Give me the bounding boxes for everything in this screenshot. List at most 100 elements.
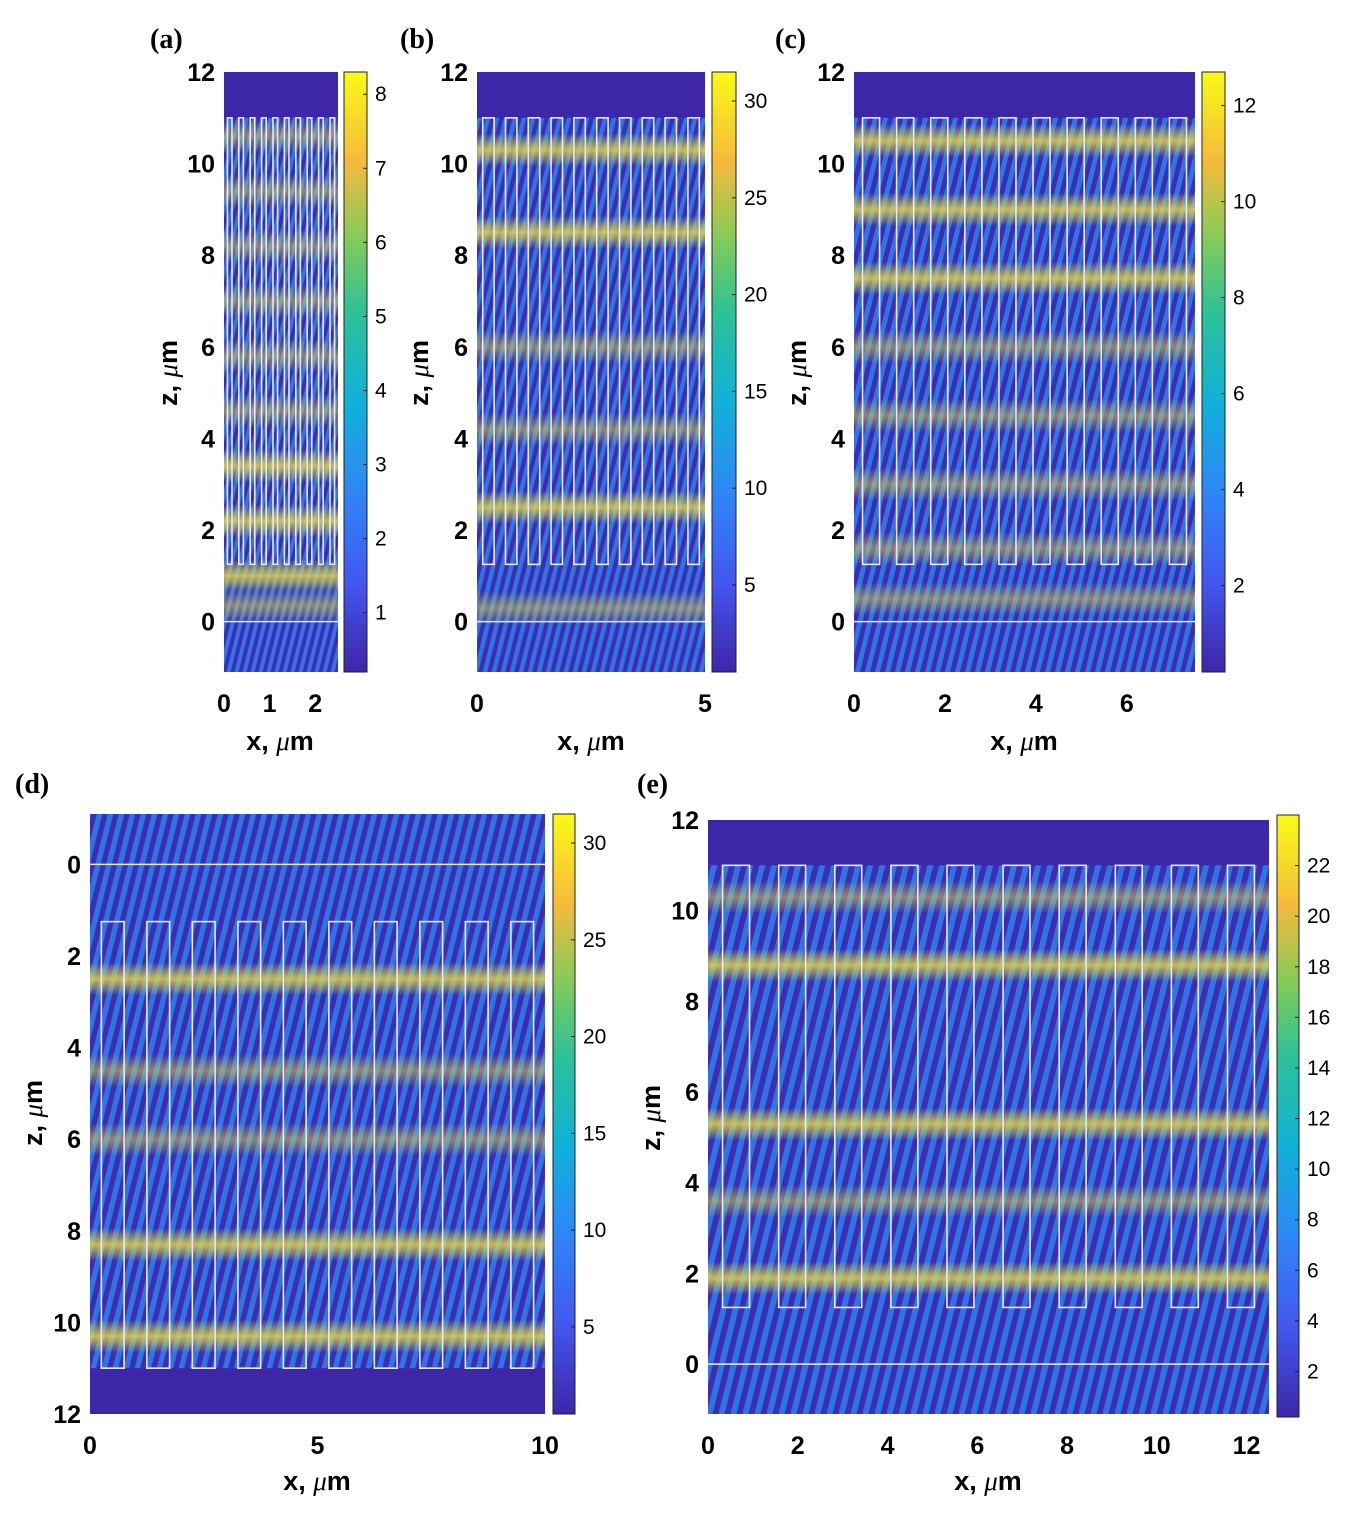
y-tick-label: 6 (67, 1126, 81, 1154)
field-band (708, 1184, 1269, 1218)
panel-e-heatmap (708, 820, 1269, 1414)
y-tick-label: 2 (685, 1260, 699, 1288)
y-tick-label: 2 (831, 517, 845, 545)
y-tick-label: 2 (67, 943, 81, 971)
y-tick-label: 6 (454, 334, 468, 362)
y-tick-label: 8 (201, 242, 215, 270)
colorbar-tick-label: 22 (1307, 855, 1330, 878)
x-tick-label: 2 (938, 690, 952, 718)
y-tick-label: 8 (454, 242, 468, 270)
panel-a-label: (a) (150, 24, 183, 55)
grating-ridge (641, 117, 655, 566)
colorbar-tick-label: 6 (1233, 383, 1245, 406)
x-tick-label: 10 (531, 1432, 559, 1460)
grating-ridge (664, 117, 678, 566)
x-tick-label: 0 (701, 1432, 715, 1460)
grating-ridge (100, 920, 125, 1369)
field-pattern (90, 814, 545, 1369)
panel-c-yticks: 0 2 4 6 8 10 12 (817, 59, 845, 637)
x-tick-label: 5 (698, 690, 712, 718)
field-band (90, 962, 545, 996)
field-band (90, 1228, 545, 1262)
panel-e-label: (e) (637, 769, 668, 800)
grating-ridge (464, 920, 489, 1369)
field-band (477, 215, 705, 249)
y-tick-label: 0 (831, 609, 845, 637)
x-tick-label: 12 (1233, 1432, 1261, 1460)
field-band (90, 1053, 545, 1087)
panel-d-xlabel: x, μm (283, 1466, 351, 1496)
x-tick-label: 6 (1120, 690, 1134, 718)
grating-ridge (295, 117, 302, 566)
panel-e: (e) 0 2 4 6 8 10 12 0 2 4 6 8 10 12 2 4 6 8 10 12 14 16 18 20… (636, 769, 1331, 1496)
field-band (477, 490, 705, 524)
field-band (477, 133, 705, 167)
colorbar-tick-label: 2 (1307, 1360, 1319, 1383)
panel-d-ylabel: z, μm (18, 1080, 48, 1146)
colorbar-tick-label: 25 (744, 187, 767, 210)
y-tick-label: 6 (685, 1079, 699, 1107)
grating-ridge (237, 920, 262, 1369)
colorbar-tick-label: 12 (1307, 1108, 1330, 1131)
grating-ridge (481, 117, 495, 566)
grating-ridge (1134, 117, 1154, 566)
grating-ridge (146, 920, 171, 1369)
grating-ridge (1058, 864, 1087, 1309)
y-tick-label: 6 (201, 334, 215, 362)
grating-ridge (283, 117, 290, 566)
colorbar-tick-label: 2 (1233, 575, 1245, 598)
panel-c-label: (c) (775, 24, 806, 55)
y-tick-label: 8 (831, 242, 845, 270)
panel-d-yticks: 0 2 4 6 8 10 12 (53, 851, 81, 1429)
colorbar-tick-label: 6 (375, 231, 387, 254)
x-tick-label: 2 (791, 1432, 805, 1460)
grating-ridge (373, 920, 398, 1369)
grating-ridge (1114, 864, 1144, 1309)
colorbar-scale (1201, 71, 1226, 673)
y-tick-label: 0 (201, 609, 215, 637)
x-tick-label: 10 (1143, 1432, 1171, 1460)
field-pattern (477, 117, 705, 672)
field-band (224, 284, 338, 318)
field-band (477, 412, 705, 446)
colorbar-tick-label: 5 (744, 574, 756, 597)
colorbar-tick-label: 20 (583, 1026, 606, 1049)
y-tick-label: 10 (671, 898, 699, 926)
grating-ridge (419, 920, 444, 1369)
colorbar-tick-label: 15 (744, 380, 767, 403)
panel-e-colorbar: 2 4 6 8 10 12 14 16 18 20 22 (1276, 814, 1331, 1418)
grating-ridge (504, 117, 518, 566)
y-tick-label: 4 (831, 425, 845, 453)
field-band (708, 880, 1269, 914)
grating-ridge (306, 117, 313, 566)
y-tick-label: 0 (685, 1351, 699, 1379)
panel-c-ylabel: z, μm (782, 340, 812, 406)
panel-d-xticks: 0 5 10 (83, 1432, 559, 1460)
field-band (224, 449, 338, 483)
grating-ridge (998, 117, 1017, 566)
panel-d-label: (d) (15, 769, 49, 800)
y-tick-label: 4 (67, 1035, 81, 1063)
colorbar-scale (711, 71, 737, 673)
y-tick-label: 2 (454, 517, 468, 545)
y-tick-label: 10 (440, 151, 468, 179)
colorbar-tick-label: 5 (583, 1316, 595, 1339)
y-tick-label: 12 (671, 807, 699, 835)
panel-b-heatmap (477, 72, 705, 672)
grating-ridge (964, 117, 983, 566)
grating-ridge (1002, 864, 1031, 1309)
x-tick-label: 4 (881, 1432, 895, 1460)
field-band (90, 1122, 545, 1156)
field-band (708, 948, 1269, 982)
field-band (854, 192, 1195, 226)
y-tick-label: 12 (440, 59, 468, 87)
field-band (854, 582, 1195, 616)
grating-ridge (618, 117, 632, 566)
colorbar-tick-label: 12 (1233, 95, 1256, 118)
y-tick-label: 12 (817, 59, 845, 87)
colorbar-tick-label: 4 (1307, 1310, 1319, 1333)
grating-ridge (721, 864, 751, 1309)
field-band (224, 589, 338, 623)
panel-c-xlabel: x, μm (990, 726, 1058, 756)
